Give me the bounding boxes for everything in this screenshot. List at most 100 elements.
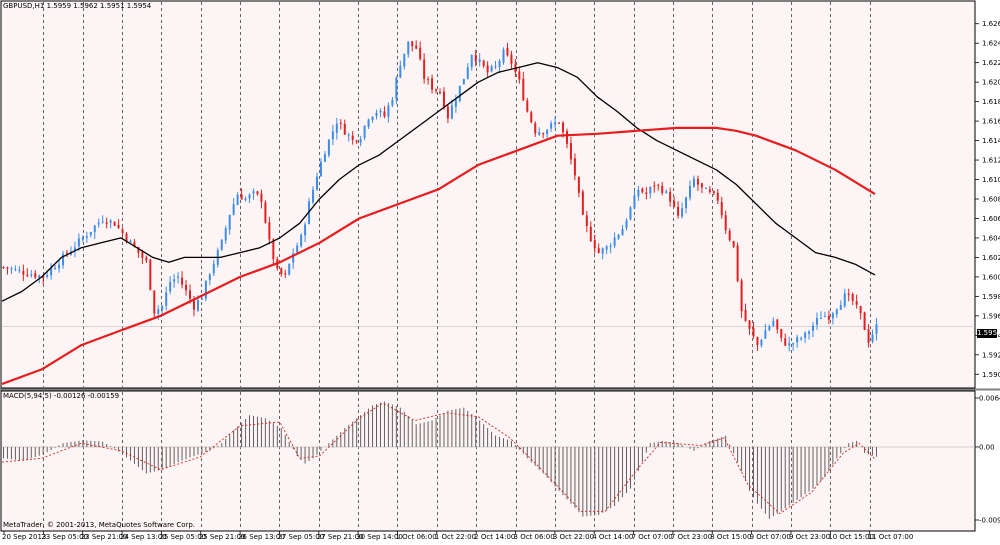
- candle-body: [284, 273, 287, 275]
- time-tick-label: 26 Sep 13:00: [238, 533, 285, 541]
- candle-body: [597, 248, 600, 253]
- time-tick-label: 2 Oct 14:00: [474, 533, 515, 541]
- price-tick-label: 1.6145: [982, 137, 1000, 145]
- candle-body: [645, 192, 648, 195]
- candle-body: [768, 326, 771, 331]
- candle-body: [585, 215, 588, 226]
- candle-body: [466, 67, 469, 79]
- candle-body: [847, 293, 850, 296]
- price-tick-label: 1.6185: [982, 98, 1000, 106]
- candle-body: [653, 185, 656, 187]
- price-tick-label: 1.6225: [982, 59, 1000, 67]
- candle-body: [18, 269, 21, 271]
- price-tick-label: 1.6245: [982, 40, 1000, 48]
- macd-signal-line: [1, 402, 876, 515]
- candle-body: [93, 225, 96, 233]
- candle-body: [181, 277, 184, 285]
- time-tick-label: 9 Oct 23:00: [789, 533, 830, 541]
- macd-tick-label: 0.00: [979, 443, 995, 451]
- symbol-label: GBPUSD,H1: [3, 2, 45, 10]
- candle-body: [502, 49, 505, 63]
- candle-body: [395, 77, 398, 100]
- time-tick-label: 25 Sep 21:00: [199, 533, 246, 541]
- candle-body: [220, 239, 223, 250]
- candle-body: [77, 238, 80, 247]
- candle-body: [756, 337, 759, 345]
- candle-body: [776, 319, 779, 330]
- price-tick-label: 1.6125: [982, 157, 1000, 165]
- price-tick-label: 1.6085: [982, 196, 1000, 204]
- candle-body: [823, 316, 826, 318]
- candle-body: [740, 280, 743, 312]
- candle-body: [133, 241, 136, 247]
- candle-body: [161, 305, 164, 310]
- candle-body: [855, 301, 858, 305]
- candle-body: [474, 54, 477, 62]
- candle-body: [367, 119, 370, 127]
- candle-body: [728, 230, 731, 241]
- candle-body: [149, 259, 152, 290]
- candle-body: [157, 309, 160, 314]
- candle-body: [105, 222, 108, 224]
- candle-body: [379, 110, 382, 113]
- candle-body: [589, 226, 592, 242]
- candle-body: [871, 334, 874, 342]
- symbol-header: GBPUSD,H1 1.5959 1.5962 1.5951 1.5954: [3, 2, 151, 11]
- candle-body: [22, 271, 25, 275]
- ohlc-label: 1.5959 1.5962 1.5951 1.5954: [46, 2, 152, 10]
- moving-averages: [1, 62, 876, 386]
- candle-body: [101, 221, 104, 223]
- candle-body: [744, 309, 747, 321]
- candle-body: [458, 85, 461, 102]
- candle-body: [804, 332, 807, 338]
- price-tick-label: 1.6265: [982, 20, 1000, 28]
- candle-body: [681, 208, 684, 217]
- candle-body: [732, 241, 735, 247]
- candle-body: [26, 274, 29, 276]
- candle-body: [232, 204, 235, 215]
- candle-body: [625, 220, 628, 228]
- candle-body: [831, 313, 834, 319]
- candle-body: [736, 245, 739, 282]
- candle-body: [375, 112, 378, 116]
- candle-body: [177, 276, 180, 278]
- candle-body: [30, 274, 33, 276]
- price-panel[interactable]: [0, 0, 976, 389]
- candle-body: [800, 338, 803, 340]
- candle-body: [704, 188, 707, 190]
- price-tick-label: 1.5905: [982, 371, 1000, 379]
- macd-title: MACD(5,94,5) -0.00126 -0.00159: [3, 392, 120, 400]
- candle-body: [288, 263, 291, 275]
- time-tick-label: 7 Oct 07:00: [632, 533, 673, 541]
- candle-body: [522, 78, 525, 101]
- candle-body: [331, 131, 334, 140]
- candle-body: [189, 290, 192, 299]
- candle-body: [482, 60, 485, 66]
- candle-body: [542, 133, 545, 135]
- candle-body: [629, 207, 632, 220]
- candle-body: [637, 189, 640, 197]
- candle-body: [319, 161, 322, 177]
- candle-body: [248, 194, 251, 199]
- candle-body: [478, 59, 481, 63]
- candle-body: [224, 228, 227, 241]
- time-tick-label: 8 Oct 15:00: [710, 533, 751, 541]
- candle-body: [399, 65, 402, 78]
- candle-body: [2, 266, 5, 268]
- candle-body: [526, 100, 529, 112]
- candle-body: [153, 290, 156, 314]
- candle-body: [835, 309, 838, 315]
- candle-body: [450, 105, 453, 119]
- time-tick-label: 3 Oct 06:00: [514, 533, 555, 541]
- candle-body: [490, 66, 493, 72]
- candle-body: [46, 275, 49, 277]
- copyright-label: MetaTrader, © 2001-2013, MetaQuotes Soft…: [3, 521, 196, 529]
- candle-body: [696, 178, 699, 185]
- candle-body: [573, 158, 576, 176]
- candle-body: [42, 275, 45, 279]
- candle-body: [724, 215, 727, 231]
- candle-body: [510, 54, 513, 64]
- candle-body: [387, 105, 390, 117]
